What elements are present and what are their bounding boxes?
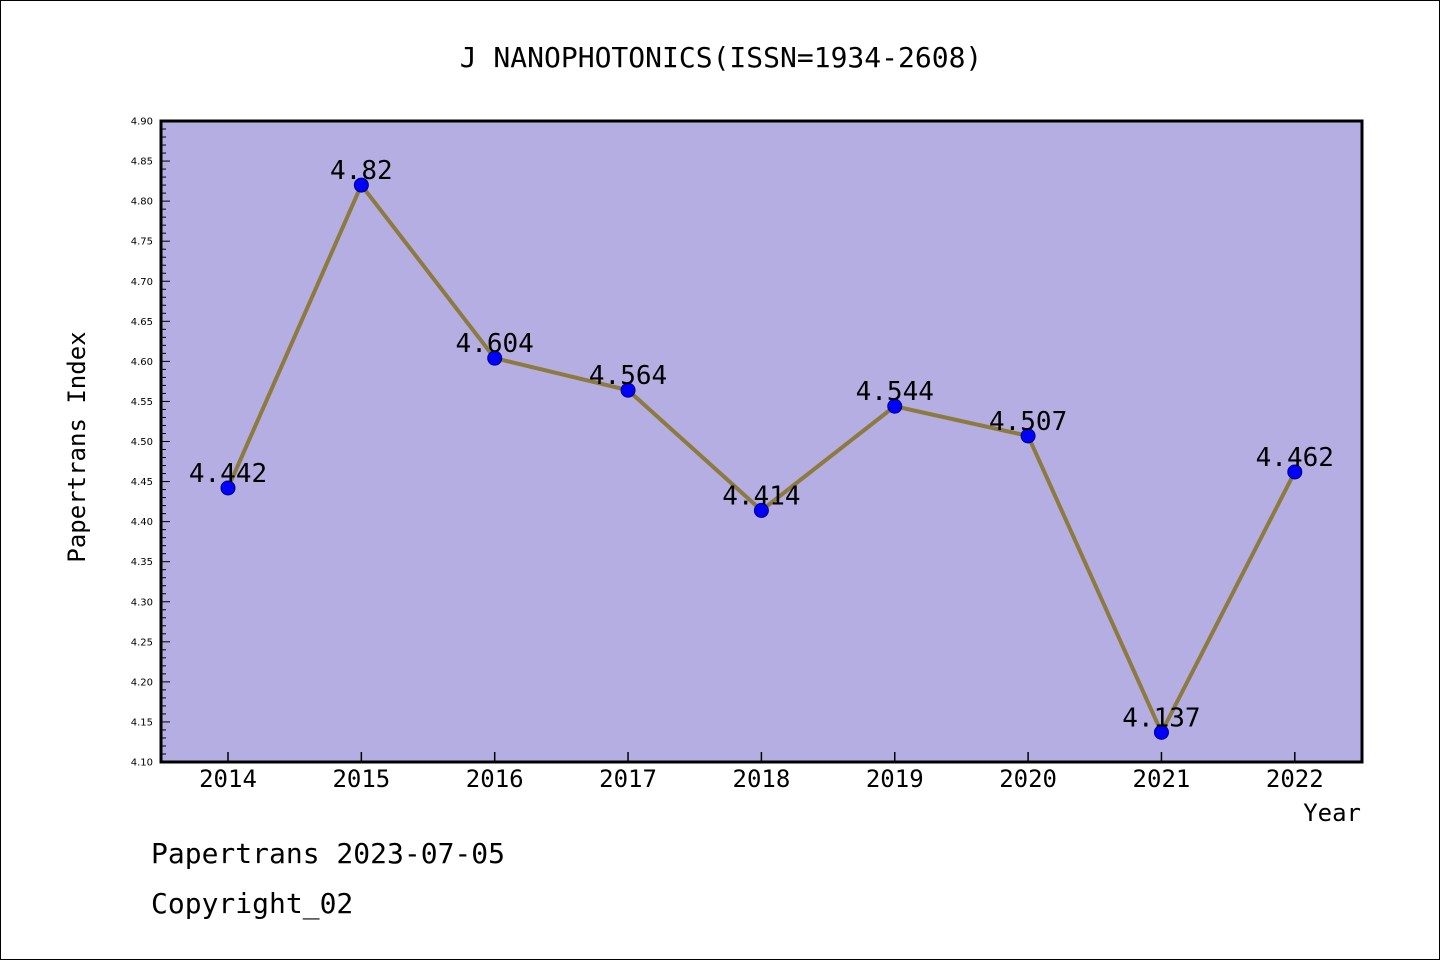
data-point bbox=[1020, 428, 1036, 444]
y-tick-label: 4.25 bbox=[131, 637, 153, 648]
data-label: 4.442 bbox=[189, 459, 267, 489]
y-tick-label: 4.45 bbox=[131, 477, 153, 488]
data-point bbox=[220, 480, 236, 496]
data-label: 4.462 bbox=[1256, 443, 1334, 473]
x-tick-label: 2022 bbox=[1266, 765, 1324, 793]
y-tick-label: 4.70 bbox=[131, 277, 153, 288]
y-tick-label: 4.55 bbox=[131, 397, 153, 408]
x-tick-label: 2018 bbox=[733, 765, 791, 793]
footer-date-text: Papertrans 2023-07-05 bbox=[151, 837, 506, 870]
data-label: 4.507 bbox=[989, 407, 1067, 437]
y-tick-label: 4.65 bbox=[131, 317, 153, 328]
y-tick-label: 4.10 bbox=[131, 758, 153, 769]
data-point bbox=[487, 350, 503, 366]
data-point bbox=[1153, 724, 1169, 740]
data-point bbox=[353, 177, 369, 193]
y-tick-label: 4.90 bbox=[131, 117, 153, 128]
data-label: 4.414 bbox=[722, 481, 800, 511]
y-tick-label: 4.60 bbox=[131, 357, 153, 368]
y-tick-label: 4.50 bbox=[131, 437, 153, 448]
y-tick-label: 4.20 bbox=[131, 677, 153, 688]
x-tick-label: 2020 bbox=[999, 765, 1057, 793]
data-point bbox=[1287, 464, 1303, 480]
data-point bbox=[753, 502, 769, 518]
y-tick-label: 4.75 bbox=[131, 237, 153, 248]
y-axis-label: Papertrans Index bbox=[63, 331, 91, 562]
data-label: 4.544 bbox=[856, 377, 934, 407]
data-point bbox=[620, 382, 636, 398]
x-tick-label: 2017 bbox=[599, 765, 657, 793]
footer-copyright-text: Copyright_02 bbox=[151, 887, 354, 920]
y-tick-label: 4.40 bbox=[131, 517, 153, 528]
x-axis-label: Year bbox=[1303, 799, 1361, 827]
data-label: 4.564 bbox=[589, 361, 667, 391]
y-tick-label: 4.35 bbox=[131, 557, 153, 568]
data-point bbox=[887, 398, 903, 414]
x-tick-label: 2015 bbox=[332, 765, 390, 793]
chart-title: J NANOPHOTONICS(ISSN=1934-2608) bbox=[460, 41, 983, 74]
data-label: 4.137 bbox=[1122, 703, 1200, 733]
x-tick-label: 2021 bbox=[1133, 765, 1191, 793]
y-tick-label: 4.30 bbox=[131, 597, 153, 608]
plot-area bbox=[161, 121, 1362, 762]
y-tick-label: 4.85 bbox=[131, 157, 153, 168]
x-tick-label: 2014 bbox=[199, 765, 257, 793]
x-tick-label: 2019 bbox=[866, 765, 924, 793]
data-label: 4.604 bbox=[456, 329, 534, 359]
y-tick-label: 4.80 bbox=[131, 197, 153, 208]
data-label: 4.82 bbox=[330, 156, 393, 186]
x-tick-label: 2016 bbox=[466, 765, 524, 793]
y-tick-label: 4.15 bbox=[131, 717, 153, 728]
